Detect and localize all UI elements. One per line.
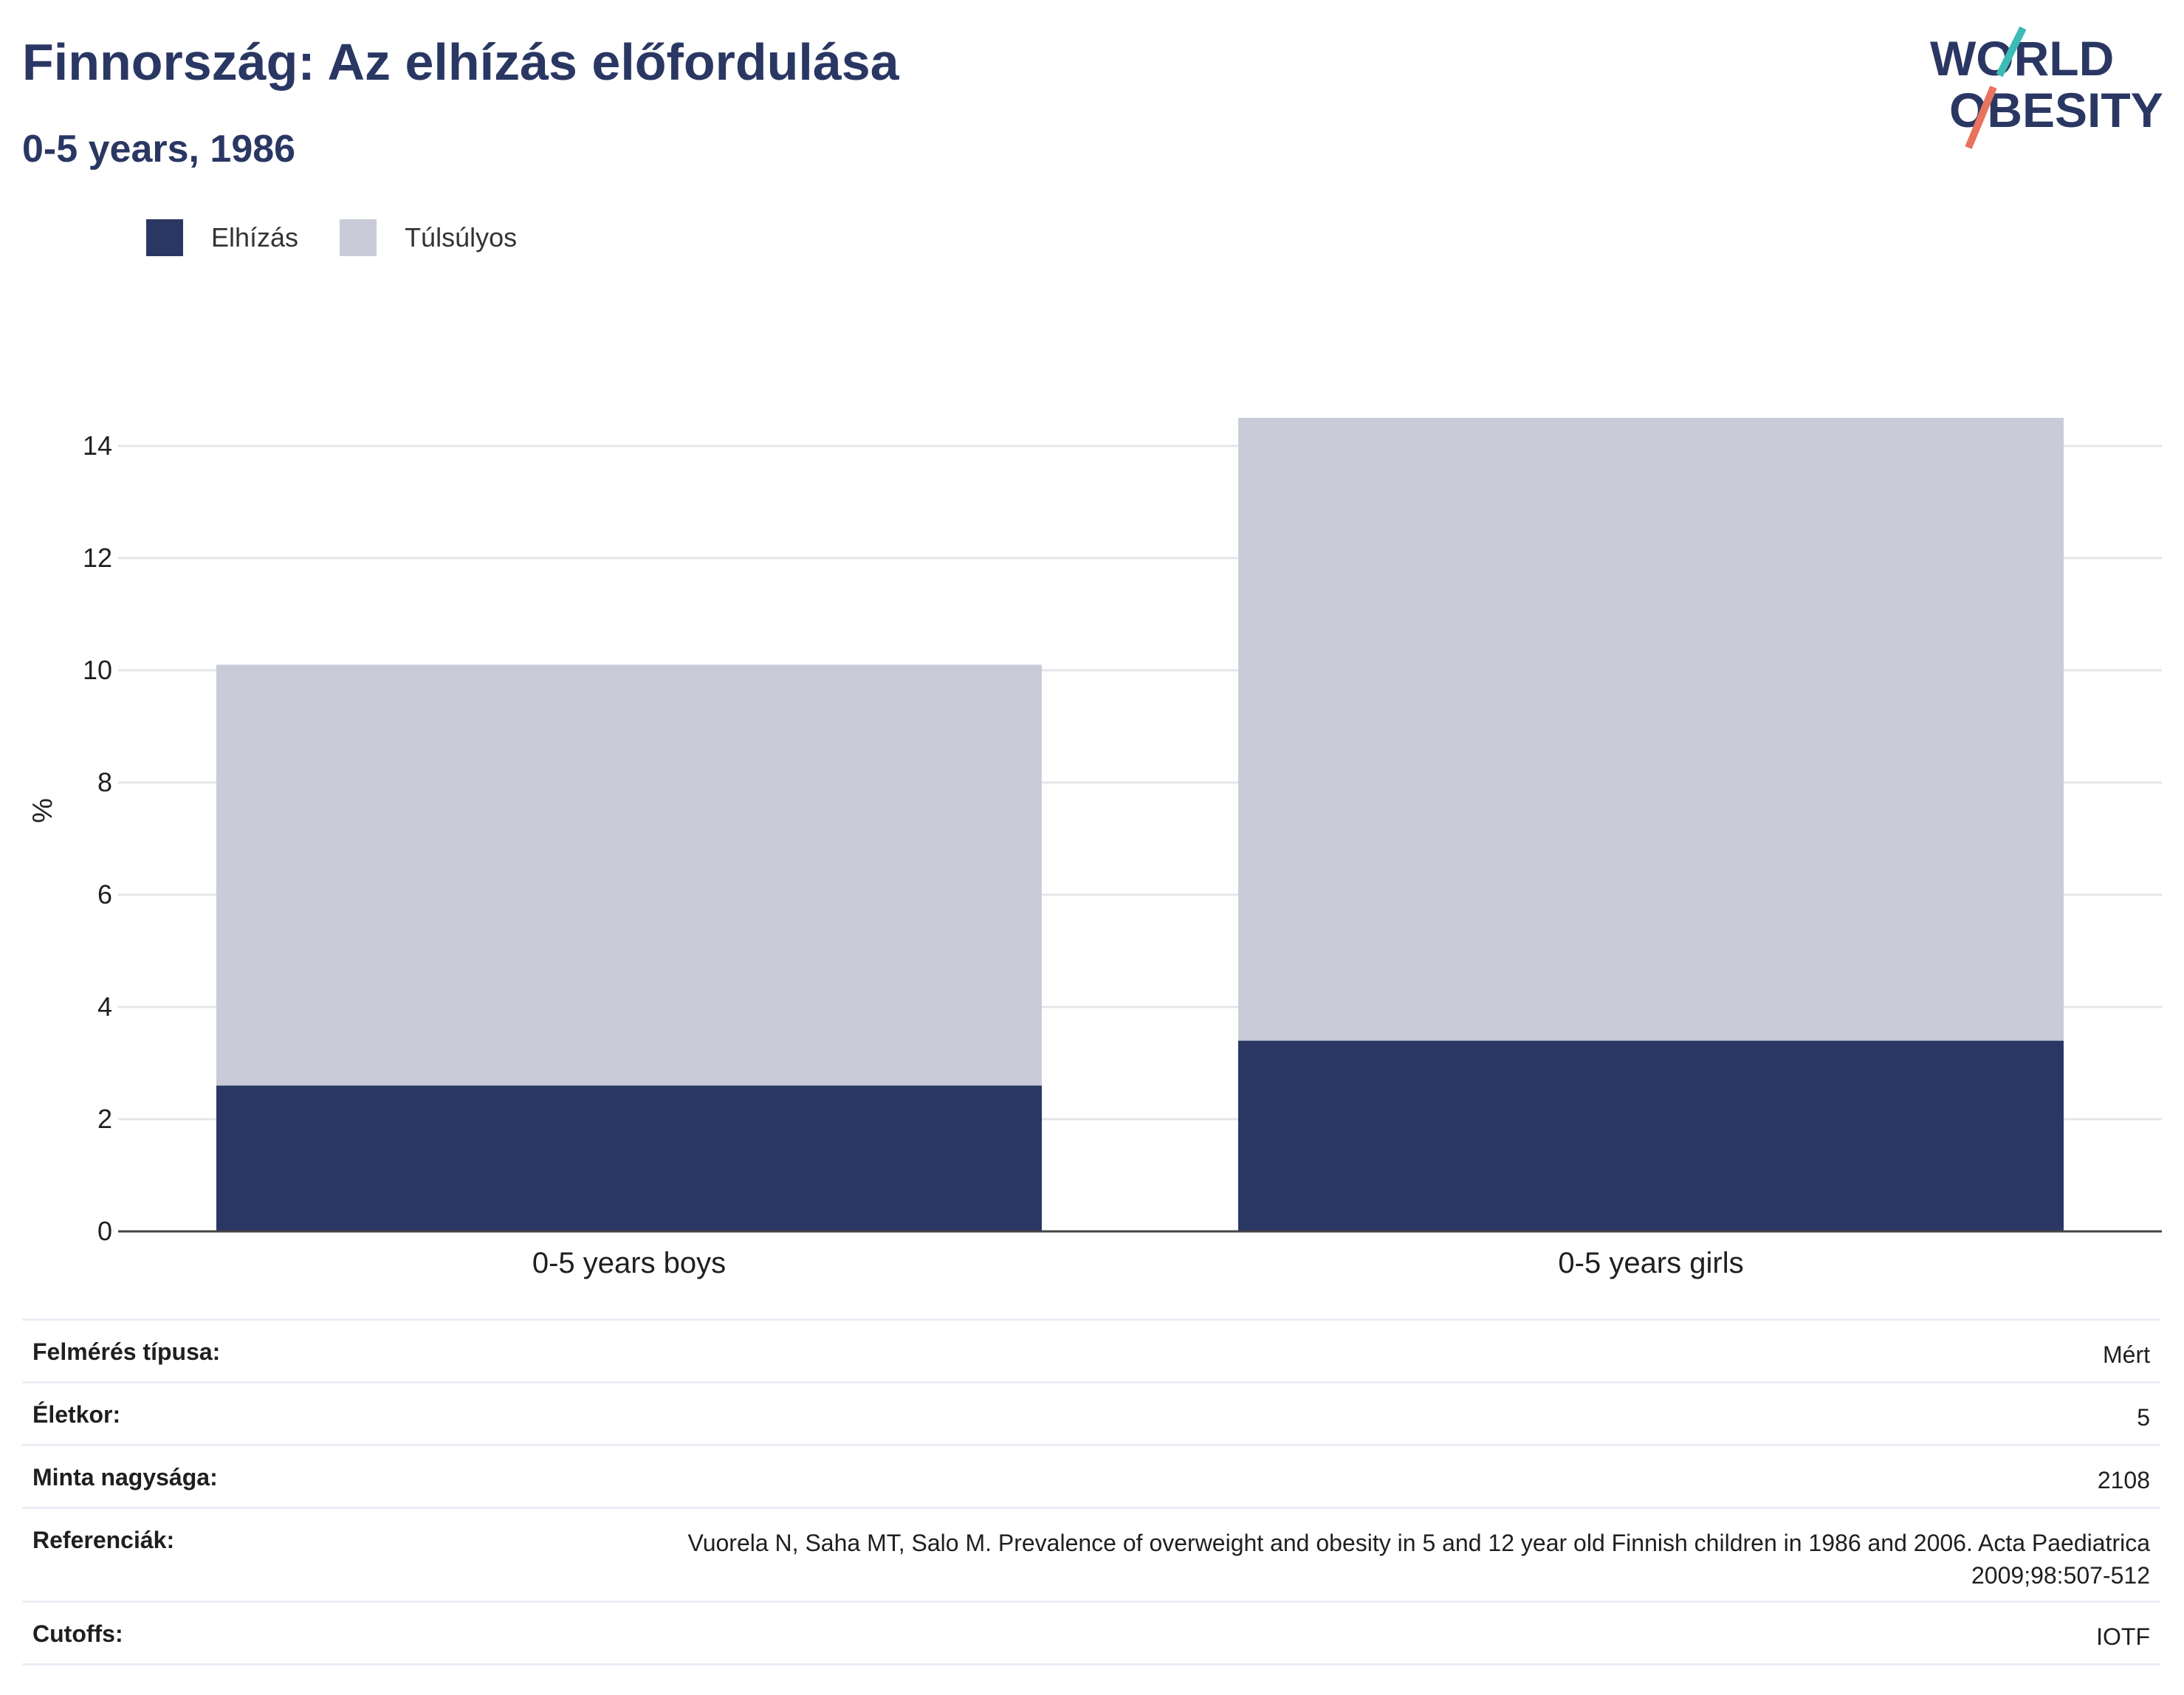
legend-item-tulsulyos[interactable]: Túlsúlyos [340, 219, 517, 256]
y-tick-label: 14 [83, 430, 112, 461]
info-table: Felmérés típusa: Mért Életkor: 5 Minta n… [22, 1318, 2160, 1665]
stacked-bar-chart: 0 2 4 6 8 10 12 14% 0-5 years boys 0-5 years girl… [27, 418, 2162, 1279]
bar-elhizas[interactable] [216, 1085, 1042, 1231]
y-tick-label: 4 [97, 991, 112, 1022]
info-key: Minta nagysága: [32, 1464, 218, 1491]
info-key: Cutoffs: [32, 1620, 123, 1647]
x-tick-label: 0-5 years girls [1558, 1247, 1743, 1279]
info-row-sample-size: Minta nagysága: 2108 [22, 1445, 2160, 1508]
legend-label-tulsulyos: Túlsúlyos [405, 222, 518, 252]
bar-tulsulyos[interactable] [1238, 418, 2064, 1041]
y-tick-label: 12 [83, 543, 112, 573]
y-tick-label: 0 [97, 1216, 112, 1246]
info-row-survey-type: Felmérés típusa: Mért [22, 1319, 2160, 1383]
legend-label-elhizas: Elhízás [211, 222, 299, 252]
chart-subtitle: 0-5 years, 1986 [22, 128, 296, 171]
logo-line1: WORLD [1930, 31, 2114, 86]
y-tick-label: 6 [97, 879, 112, 910]
info-value: 5 [2137, 1404, 2150, 1431]
info-value: IOTF [2096, 1623, 2150, 1650]
info-key: Referenciák: [32, 1527, 175, 1553]
info-value: 2108 [2097, 1467, 2150, 1493]
logo-red-slash [1965, 86, 1997, 149]
world-obesity-logo: WORLD OBESITY [1930, 26, 2163, 149]
info-row-references: Referenciák: Vuorela N, Saha MT, Salo M.… [22, 1508, 2160, 1602]
y-tick-label: 8 [97, 767, 112, 797]
logo-teal-slash [1996, 26, 2027, 78]
legend-swatch-tulsulyos [340, 219, 377, 256]
info-row-cutoffs: Cutoffs: IOTF [22, 1602, 2160, 1665]
info-value: Mért [2103, 1341, 2150, 1368]
legend-swatch-elhizas [146, 219, 183, 256]
y-axis-label: % [27, 798, 58, 823]
info-value-reference[interactable]: Vuorela N, Saha MT, Salo M. Prevalence o… [687, 1530, 2150, 1589]
info-key: Felmérés típusa: [32, 1338, 221, 1365]
info-row-age: Életkor: 5 [22, 1383, 2160, 1445]
y-tick-label: 10 [83, 655, 112, 685]
legend-item-elhizas[interactable]: Elhízás [146, 219, 298, 256]
chart-title: Finnország: Az elhízás előfordulása [22, 33, 899, 91]
x-tick-label: 0-5 years boys [532, 1247, 726, 1279]
y-tick-label: 2 [97, 1104, 112, 1134]
legend: Elhízás Túlsúlyos [146, 219, 558, 257]
bar-elhizas[interactable] [1238, 1040, 2064, 1231]
info-key: Életkor: [32, 1401, 121, 1428]
bar-tulsulyos[interactable] [216, 664, 1042, 1086]
